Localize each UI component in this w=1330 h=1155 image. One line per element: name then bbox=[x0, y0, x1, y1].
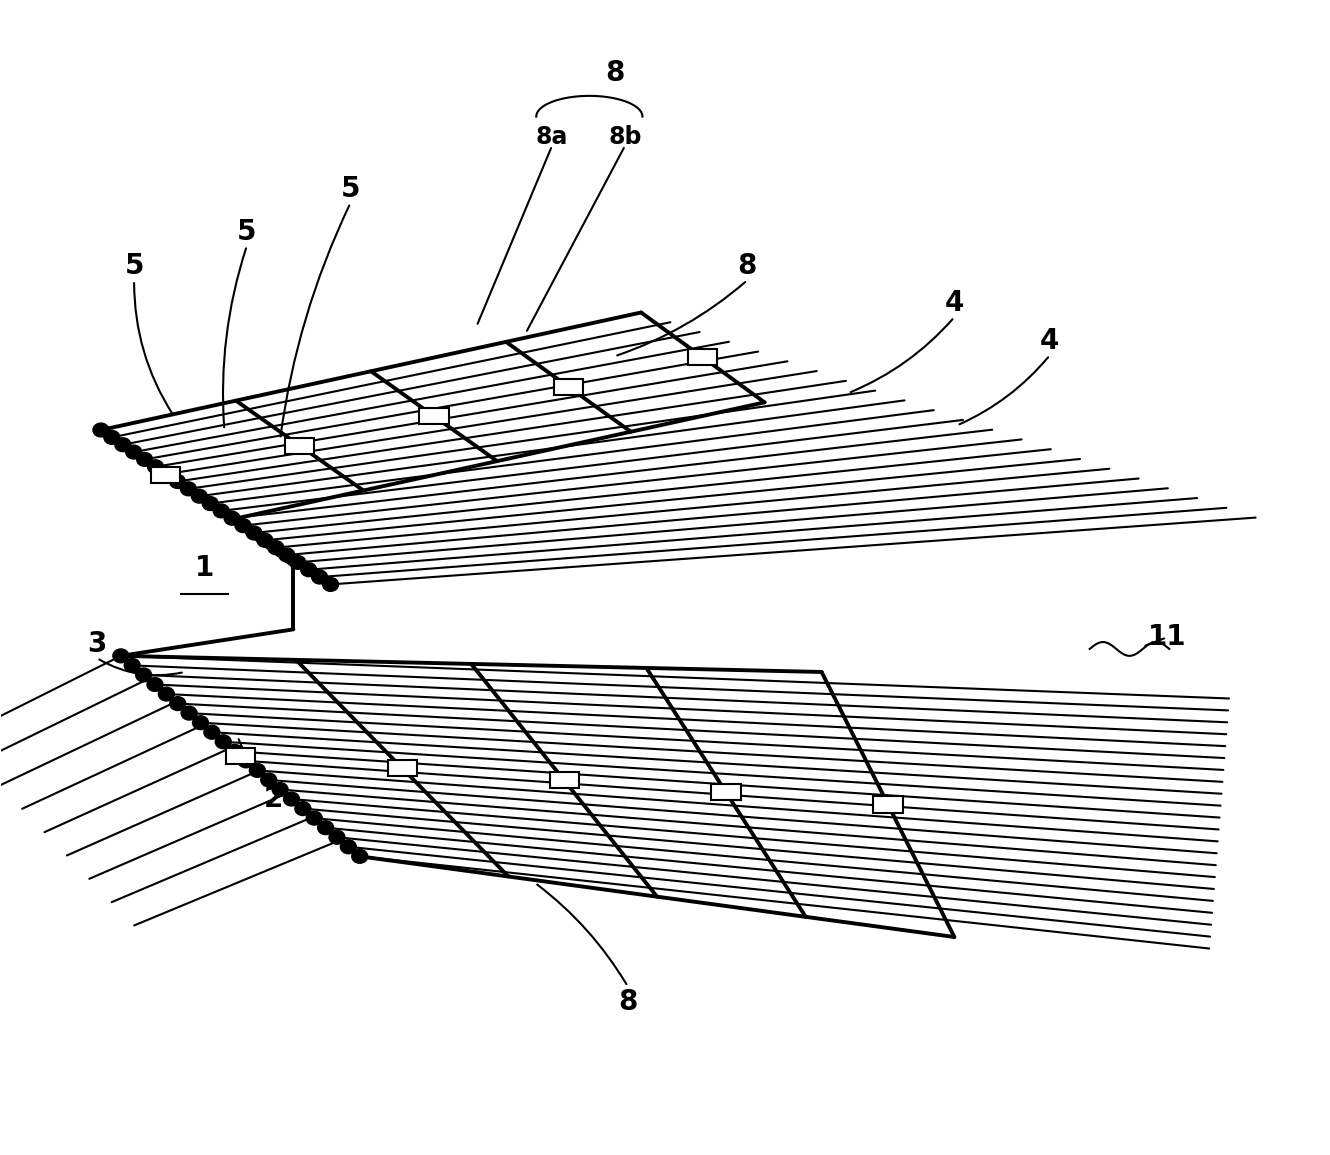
Circle shape bbox=[213, 504, 229, 517]
Circle shape bbox=[203, 725, 219, 739]
Circle shape bbox=[126, 445, 142, 459]
Circle shape bbox=[114, 438, 130, 452]
FancyBboxPatch shape bbox=[150, 467, 180, 483]
Text: 1: 1 bbox=[194, 554, 214, 582]
Text: 11: 11 bbox=[1148, 624, 1186, 651]
Circle shape bbox=[257, 534, 273, 547]
Circle shape bbox=[290, 556, 306, 569]
Text: 5: 5 bbox=[340, 176, 360, 203]
Circle shape bbox=[104, 431, 120, 445]
Circle shape bbox=[169, 475, 185, 489]
Circle shape bbox=[137, 453, 153, 467]
Circle shape bbox=[124, 658, 140, 672]
Circle shape bbox=[158, 687, 174, 701]
Text: 5: 5 bbox=[125, 253, 144, 281]
Circle shape bbox=[181, 706, 197, 720]
Circle shape bbox=[311, 571, 327, 584]
Circle shape bbox=[148, 678, 164, 692]
Circle shape bbox=[340, 840, 356, 854]
FancyBboxPatch shape bbox=[387, 760, 416, 776]
Text: 4: 4 bbox=[1040, 327, 1060, 356]
Circle shape bbox=[225, 512, 241, 526]
FancyBboxPatch shape bbox=[285, 438, 314, 454]
Circle shape bbox=[351, 849, 367, 863]
Text: 8b: 8b bbox=[608, 126, 642, 149]
Circle shape bbox=[323, 578, 339, 591]
Text: 8a: 8a bbox=[536, 126, 568, 149]
Circle shape bbox=[136, 668, 152, 681]
Circle shape bbox=[306, 811, 322, 825]
Circle shape bbox=[202, 497, 218, 511]
Circle shape bbox=[273, 783, 289, 797]
Text: 5: 5 bbox=[237, 218, 257, 246]
Circle shape bbox=[192, 490, 207, 504]
FancyBboxPatch shape bbox=[553, 379, 583, 395]
Text: 3: 3 bbox=[88, 631, 106, 658]
Circle shape bbox=[250, 763, 265, 777]
Circle shape bbox=[295, 802, 311, 815]
Circle shape bbox=[283, 792, 299, 806]
Circle shape bbox=[261, 773, 277, 787]
Circle shape bbox=[148, 460, 164, 474]
Circle shape bbox=[301, 562, 317, 576]
Text: 8: 8 bbox=[605, 59, 624, 87]
Circle shape bbox=[238, 754, 254, 768]
FancyBboxPatch shape bbox=[549, 773, 579, 789]
Circle shape bbox=[226, 745, 242, 758]
Circle shape bbox=[158, 468, 174, 480]
Circle shape bbox=[193, 716, 209, 730]
Circle shape bbox=[93, 423, 109, 437]
Circle shape bbox=[267, 541, 283, 554]
Circle shape bbox=[181, 482, 197, 495]
FancyBboxPatch shape bbox=[419, 408, 448, 424]
Circle shape bbox=[215, 735, 231, 748]
FancyBboxPatch shape bbox=[688, 349, 717, 365]
Text: 4: 4 bbox=[944, 289, 964, 318]
Circle shape bbox=[279, 549, 295, 562]
Circle shape bbox=[329, 830, 344, 844]
Circle shape bbox=[235, 519, 251, 532]
Text: 8: 8 bbox=[618, 988, 637, 1015]
FancyBboxPatch shape bbox=[226, 748, 255, 765]
Circle shape bbox=[170, 696, 186, 710]
FancyBboxPatch shape bbox=[712, 784, 741, 800]
Text: 2: 2 bbox=[263, 784, 283, 813]
Circle shape bbox=[246, 526, 262, 539]
FancyBboxPatch shape bbox=[874, 797, 903, 813]
Circle shape bbox=[113, 649, 129, 663]
Circle shape bbox=[318, 821, 334, 835]
Text: 8: 8 bbox=[738, 253, 757, 281]
